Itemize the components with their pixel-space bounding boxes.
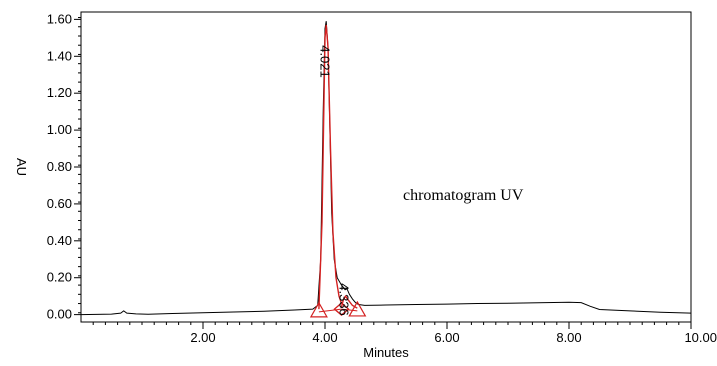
x-tick-label: 2.00	[190, 330, 215, 345]
y-tick-label: 0.20	[47, 270, 72, 285]
y-tick-label: 0.40	[47, 233, 72, 248]
peak-fit-curve	[340, 294, 358, 309]
y-tick-label: 0.80	[47, 159, 72, 174]
x-axis: 2.00 4.00 6.00 8.00 10.00	[92, 322, 717, 345]
peak-triangle-marker	[309, 301, 328, 318]
x-tick-label: 8.00	[556, 330, 581, 345]
y-tick-label: 0.00	[47, 307, 72, 322]
peak-fit-curve	[318, 24, 343, 310]
y-axis: 0.00 0.20 0.40 0.60 0.80 1.00 1.20 1.40 1.60	[47, 11, 81, 322]
x-tick-label: 6.00	[434, 330, 459, 345]
x-axis-title: Minutes	[363, 345, 409, 360]
peak-baseline	[318, 308, 342, 313]
chart-annotation: chromatogram UV	[403, 187, 524, 204]
trace-layer	[80, 21, 692, 316]
peak-label: 4.021	[317, 45, 332, 78]
plot-frame	[80, 11, 692, 323]
peak-triangle-marker	[348, 300, 367, 317]
y-tick-label: 1.60	[47, 11, 72, 26]
y-axis-title: AU	[14, 158, 29, 176]
peak-label: 4.336	[336, 283, 351, 316]
peak-layer: 4.021 4.336	[309, 24, 367, 318]
y-tick-label: 0.60	[47, 196, 72, 211]
x-tick-label: 10.00	[684, 330, 717, 345]
chromatogram-trace	[80, 21, 692, 316]
y-tick-label: 1.00	[47, 122, 72, 137]
y-tick-label: 1.40	[47, 48, 72, 63]
peak-diamond-marker	[333, 302, 350, 316]
peak-baseline	[341, 308, 358, 312]
y-tick-label: 1.20	[47, 85, 72, 100]
x-tick-label: 4.00	[312, 330, 337, 345]
